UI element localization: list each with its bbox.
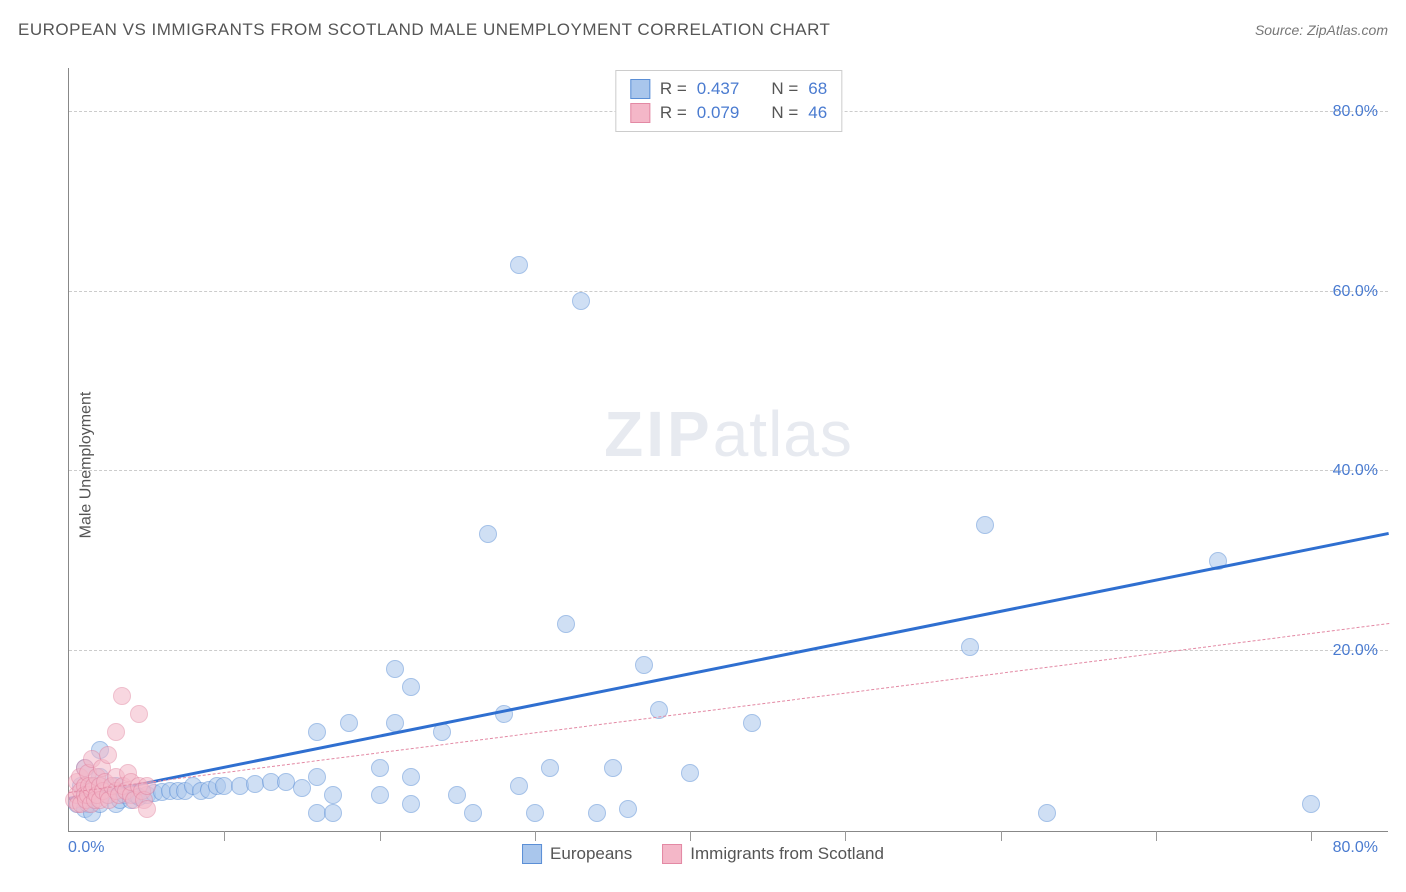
y-tick-label: 80.0% (1333, 103, 1378, 121)
watermark-atlas: atlas (713, 398, 853, 470)
data-point (541, 759, 559, 777)
data-point (572, 292, 590, 310)
n-label: N = (771, 79, 798, 99)
data-point (526, 804, 544, 822)
legend-swatch (630, 79, 650, 99)
chart-title: EUROPEAN VS IMMIGRANTS FROM SCOTLAND MAL… (18, 20, 830, 40)
legend-label: Europeans (550, 844, 632, 864)
data-point (604, 759, 622, 777)
legend-swatch (522, 844, 542, 864)
data-point (113, 687, 131, 705)
y-tick-label: 60.0% (1333, 283, 1378, 301)
watermark-zip: ZIP (604, 398, 713, 470)
data-point (308, 723, 326, 741)
data-point (557, 615, 575, 633)
data-point (650, 701, 668, 719)
n-label: N = (771, 103, 798, 123)
watermark: ZIPatlas (604, 397, 853, 471)
r-label: R = (660, 103, 687, 123)
data-point (976, 516, 994, 534)
gridline (69, 650, 1388, 651)
r-label: R = (660, 79, 687, 99)
data-point (99, 746, 117, 764)
header: EUROPEAN VS IMMIGRANTS FROM SCOTLAND MAL… (18, 20, 1388, 40)
source-prefix: Source: (1255, 22, 1307, 38)
x-max-label: 80.0% (1333, 839, 1378, 857)
bottom-legend: Europeans Immigrants from Scotland (522, 844, 884, 864)
gridline (69, 470, 1388, 471)
y-tick-label: 20.0% (1333, 642, 1378, 660)
legend-item: Europeans (522, 844, 632, 864)
data-point (681, 764, 699, 782)
data-point (448, 786, 466, 804)
data-point (635, 656, 653, 674)
data-point (138, 777, 156, 795)
data-point (510, 256, 528, 274)
plot-area: ZIPatlas R = 0.437 N = 68 R = 0.079 N = 46 20.0… (68, 68, 1388, 832)
legend-swatch (662, 844, 682, 864)
data-point (386, 714, 404, 732)
legend-label: Immigrants from Scotland (690, 844, 884, 864)
stats-row: R = 0.079 N = 46 (630, 101, 827, 125)
data-point (464, 804, 482, 822)
chart-container: Male Unemployment ZIPatlas R =0.437N =68… (18, 48, 1388, 882)
data-point (308, 768, 326, 786)
data-point (479, 525, 497, 543)
data-point (386, 660, 404, 678)
x-tick (224, 831, 225, 841)
data-point (371, 759, 389, 777)
data-point (402, 768, 420, 786)
stats-row: R = 0.437 N = 68 (630, 77, 827, 101)
data-point (107, 723, 125, 741)
data-point (1302, 795, 1320, 813)
data-point (293, 779, 311, 797)
r-value: 0.079 (697, 103, 740, 123)
gridline (69, 291, 1388, 292)
x-origin-label: 0.0% (68, 839, 104, 857)
x-tick (535, 831, 536, 841)
data-point (324, 786, 342, 804)
y-tick-label: 40.0% (1333, 462, 1378, 480)
data-point (961, 638, 979, 656)
data-point (433, 723, 451, 741)
source-link[interactable]: ZipAtlas.com (1307, 22, 1388, 38)
r-value: 0.437 (697, 79, 740, 99)
data-point (402, 678, 420, 696)
data-point (588, 804, 606, 822)
data-point (340, 714, 358, 732)
x-tick (690, 831, 691, 841)
data-point (510, 777, 528, 795)
data-point (495, 705, 513, 723)
trend-line (69, 531, 1390, 799)
x-tick (380, 831, 381, 841)
legend-item: Immigrants from Scotland (662, 844, 884, 864)
trend-line (69, 623, 1389, 793)
n-value: 68 (808, 79, 827, 99)
x-tick (1311, 831, 1312, 841)
data-point (1038, 804, 1056, 822)
data-point (619, 800, 637, 818)
data-point (371, 786, 389, 804)
data-point (1209, 552, 1227, 570)
x-tick (1001, 831, 1002, 841)
data-point (743, 714, 761, 732)
data-point (324, 804, 342, 822)
n-value: 46 (808, 103, 827, 123)
source-attribution: Source: ZipAtlas.com (1255, 22, 1388, 38)
x-tick (1156, 831, 1157, 841)
legend-swatch (630, 103, 650, 123)
data-point (138, 800, 156, 818)
data-point (130, 705, 148, 723)
stats-legend: R = 0.437 N = 68 R = 0.079 N = 46 (615, 70, 842, 132)
data-point (402, 795, 420, 813)
x-tick (845, 831, 846, 841)
